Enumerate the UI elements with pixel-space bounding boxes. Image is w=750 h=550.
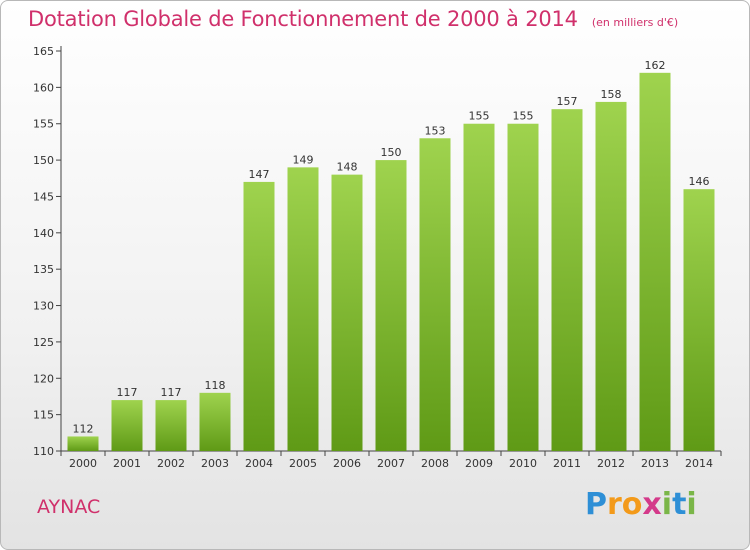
chart-title: Dotation Globale de Fonctionnement de 20… xyxy=(28,7,678,31)
y-tick-label: 115 xyxy=(33,409,54,422)
proxiti-logo: Proxiti xyxy=(585,487,697,522)
y-tick-label: 125 xyxy=(33,336,54,349)
logo-letter: o xyxy=(621,487,643,522)
x-tick-label: 2003 xyxy=(201,457,229,470)
bar xyxy=(199,392,231,451)
bar xyxy=(463,123,495,452)
x-tick-label: 2002 xyxy=(157,457,185,470)
bar xyxy=(595,101,627,451)
bar xyxy=(683,189,715,451)
chart-title-text: Dotation Globale de Fonctionnement de 20… xyxy=(28,7,578,31)
logo-letter: i xyxy=(661,487,673,522)
bar xyxy=(507,123,539,452)
data-label: 155 xyxy=(513,110,534,123)
bar xyxy=(331,174,363,452)
bar xyxy=(551,109,583,451)
data-label: 157 xyxy=(557,95,578,108)
data-label: 118 xyxy=(205,379,226,392)
data-label: 117 xyxy=(117,386,138,399)
x-tick-label: 2007 xyxy=(377,457,405,470)
y-tick-label: 130 xyxy=(33,300,54,313)
x-tick-label: 2008 xyxy=(421,457,449,470)
y-tick-label: 120 xyxy=(33,372,54,385)
x-tick-label: 2012 xyxy=(597,457,625,470)
logo-letter: t xyxy=(672,487,687,522)
bar xyxy=(419,138,451,452)
logo-letter: P xyxy=(585,487,607,522)
logo-letter: x xyxy=(642,487,662,522)
bar xyxy=(243,181,275,451)
bar xyxy=(155,400,187,451)
x-tick-label: 2000 xyxy=(69,457,97,470)
y-tick-label: 140 xyxy=(33,227,54,240)
x-tick-label: 2006 xyxy=(333,457,361,470)
data-label: 150 xyxy=(381,146,402,159)
y-tick-label: 150 xyxy=(33,154,54,167)
x-tick-label: 2005 xyxy=(289,457,317,470)
y-tick-label: 160 xyxy=(33,81,54,94)
data-label: 158 xyxy=(601,88,622,101)
y-tick-label: 165 xyxy=(33,45,54,58)
logo-letter: i xyxy=(686,487,697,522)
y-tick-label: 110 xyxy=(33,445,54,458)
data-label: 162 xyxy=(645,59,666,72)
y-tick-label: 135 xyxy=(33,263,54,276)
y-tick-label: 155 xyxy=(33,118,54,131)
bar xyxy=(375,160,407,451)
x-tick-label: 2001 xyxy=(113,457,141,470)
chart-unit: (en milliers d'€) xyxy=(591,16,679,29)
x-tick-label: 2004 xyxy=(245,457,273,470)
x-tick-label: 2014 xyxy=(685,457,713,470)
bar xyxy=(67,436,99,451)
x-tick-label: 2009 xyxy=(465,457,493,470)
data-label: 146 xyxy=(689,175,710,188)
x-tick-label: 2011 xyxy=(553,457,581,470)
y-tick-label: 145 xyxy=(33,190,54,203)
logo-letter: r xyxy=(607,487,622,522)
x-tick-label: 2010 xyxy=(509,457,537,470)
data-label: 147 xyxy=(249,168,270,181)
bar xyxy=(639,72,671,452)
data-label: 112 xyxy=(73,422,94,435)
bar xyxy=(111,400,143,451)
x-tick-label: 2013 xyxy=(641,457,669,470)
commune-name: AYNAC xyxy=(37,496,101,518)
data-label: 149 xyxy=(293,153,314,166)
data-label: 153 xyxy=(425,124,446,137)
data-label: 155 xyxy=(469,110,490,123)
data-label: 148 xyxy=(337,161,358,174)
data-label: 117 xyxy=(161,386,182,399)
bar xyxy=(287,167,319,451)
